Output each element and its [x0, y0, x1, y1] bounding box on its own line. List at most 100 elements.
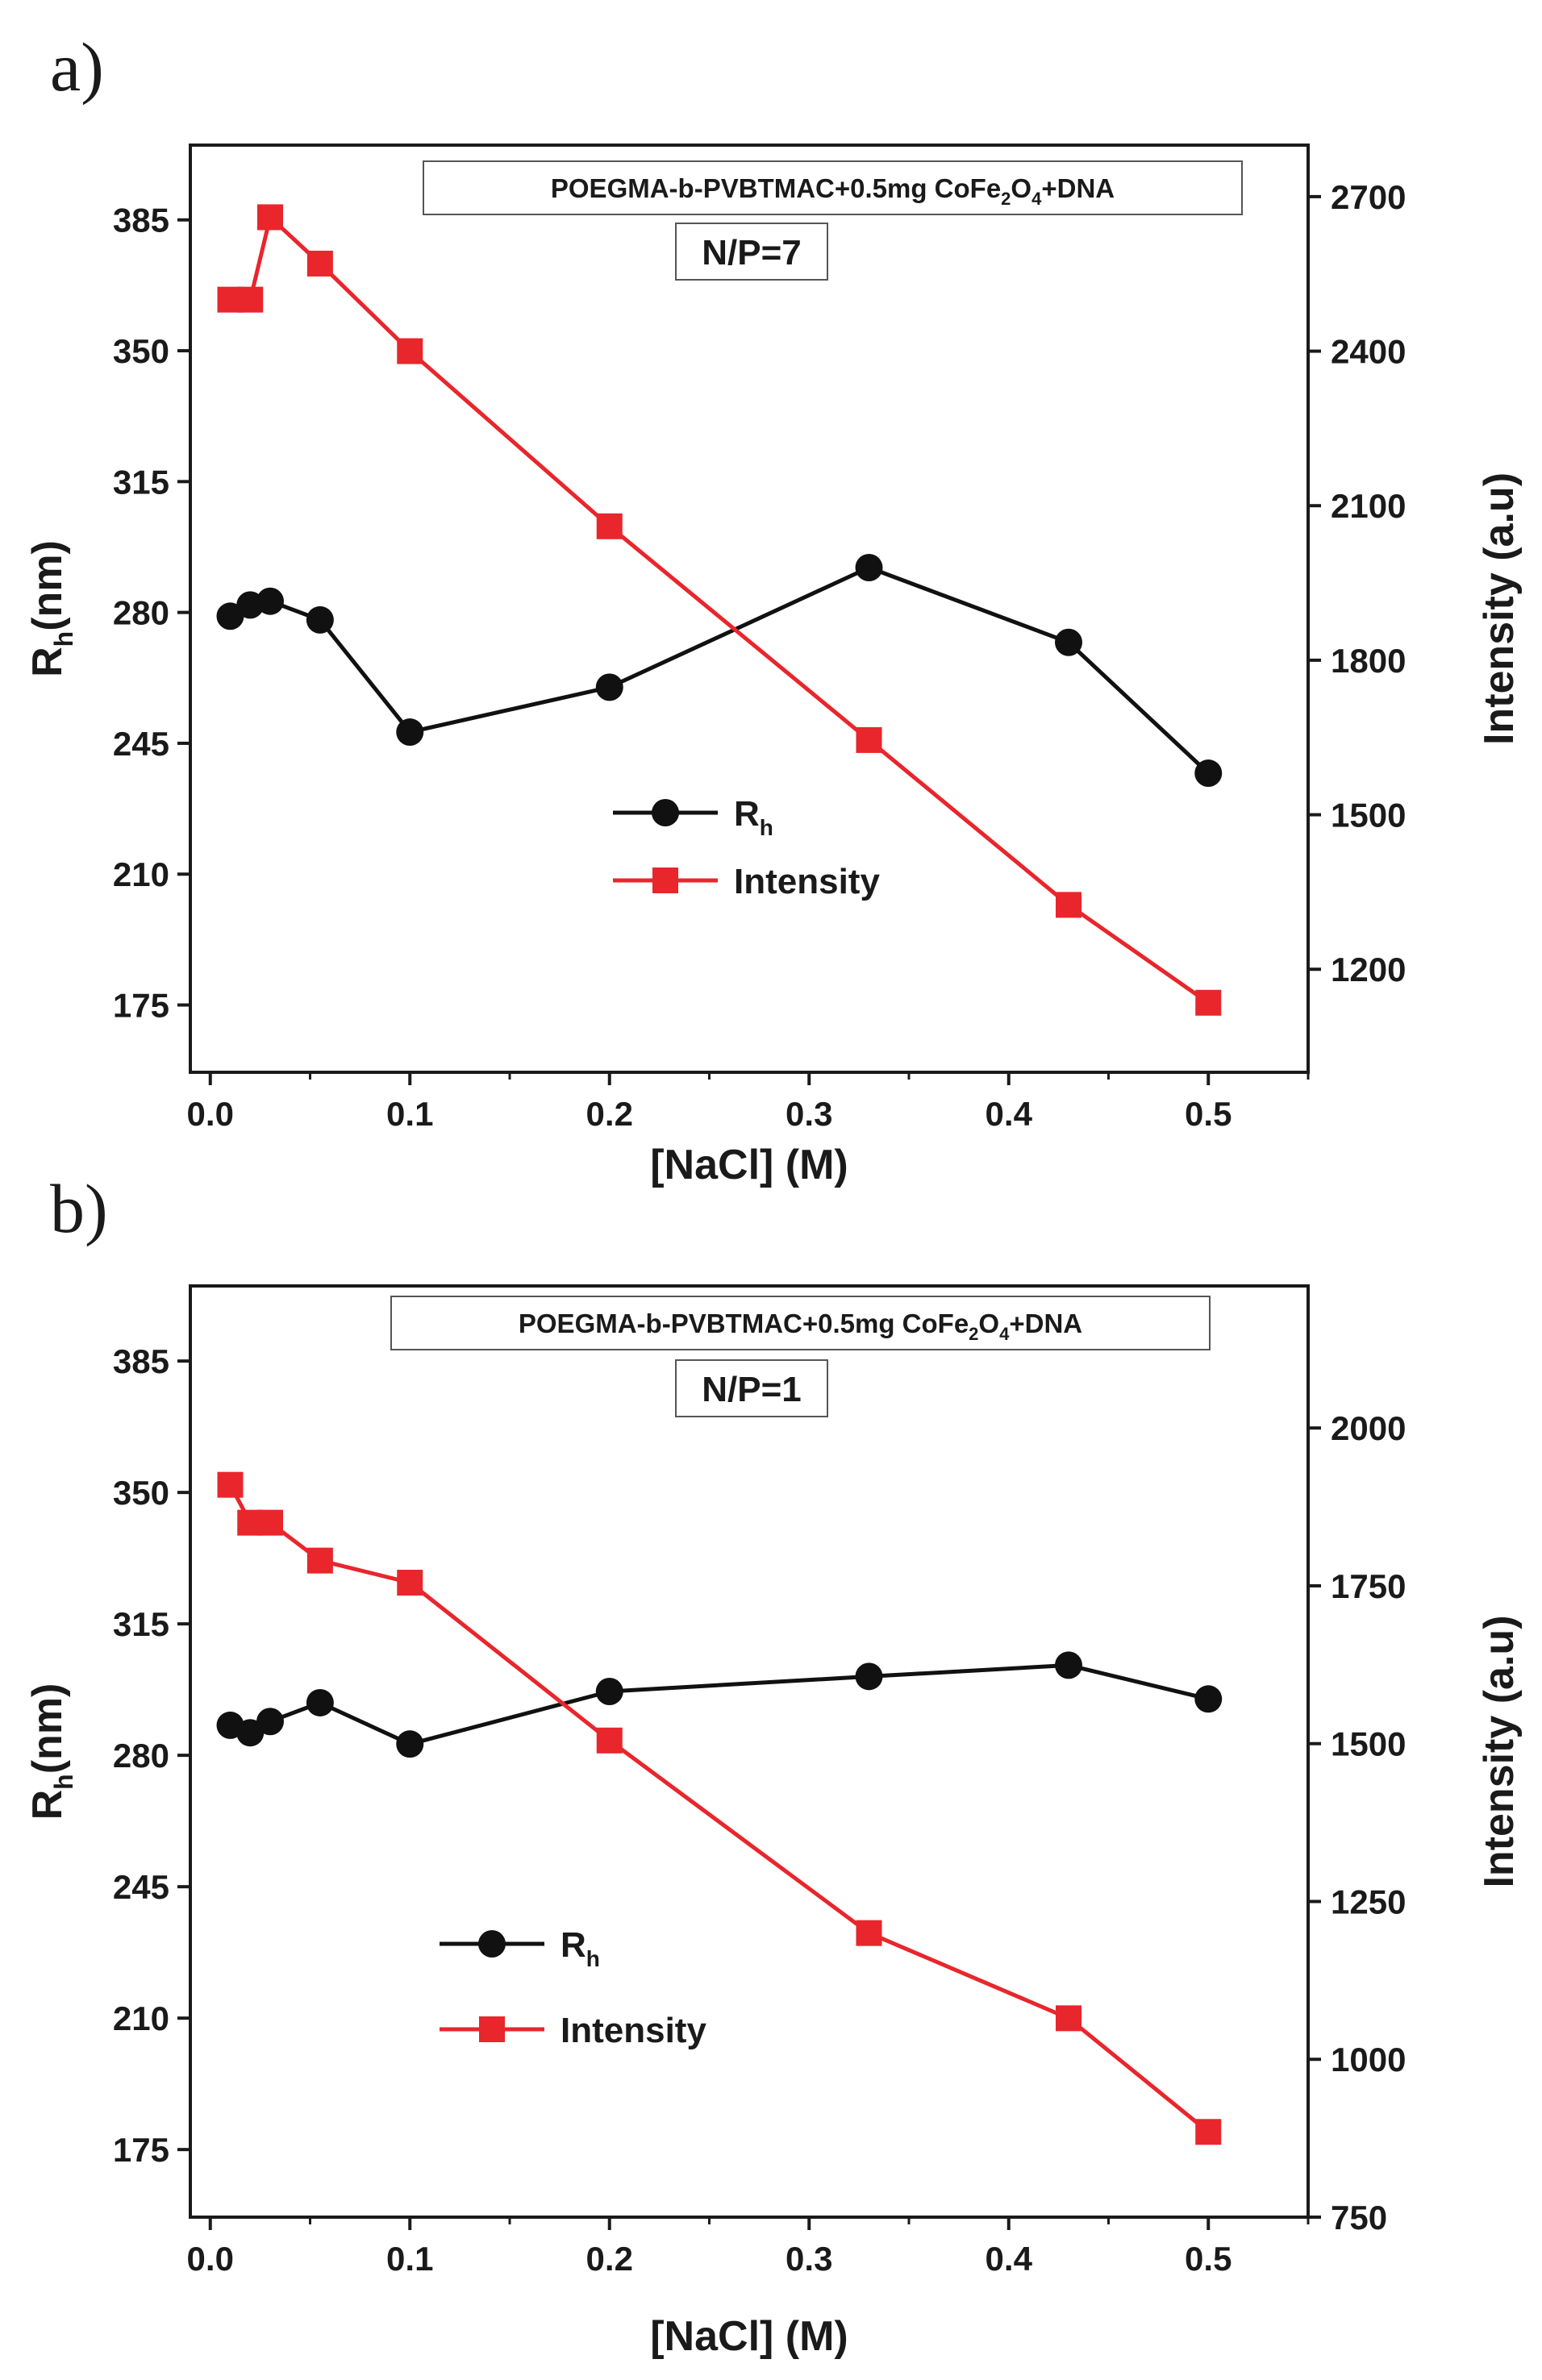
y-left-tick-label: 210 — [113, 855, 169, 893]
rh-point — [306, 605, 334, 634]
legend-rh-label: Rh — [561, 1925, 600, 1971]
x-tick-label: 0.1 — [386, 2240, 433, 2278]
y-left-tick-label: 280 — [113, 594, 169, 632]
y-left-tick-label: 315 — [113, 1605, 169, 1643]
x-tick-label: 0.3 — [786, 2240, 832, 2278]
title-box — [423, 160, 1243, 215]
np-label: N/P=1 — [702, 1370, 802, 1409]
x-tick-label: 0.5 — [1185, 1095, 1232, 1133]
x-axis-title: [NaCl] (M) — [650, 2313, 848, 2360]
y-left-tick-label: 385 — [113, 1342, 169, 1380]
x-tick-label: 0.2 — [586, 2240, 633, 2278]
legend-intensity-label: Intensity — [561, 2011, 706, 2050]
intensity-point — [856, 726, 882, 753]
y-left-tick-label: 210 — [113, 1999, 169, 2037]
panel-a: a) 0.0 0.1 0.2 0.3 0.4 0.5 175 210 245 280 315 350 38… — [24, 28, 1523, 1188]
y-left-tick-label: 175 — [113, 2131, 169, 2169]
legend-rh-marker — [478, 1930, 506, 1958]
intensity-point — [237, 286, 264, 313]
rh-point — [256, 587, 284, 615]
rh-point — [1194, 759, 1223, 788]
intensity-point — [306, 250, 333, 277]
x-tick-label: 0.4 — [986, 1095, 1033, 1133]
y-right-tick-label: 1500 — [1331, 1725, 1406, 1763]
intensity-point — [596, 513, 623, 539]
legend-intensity-marker — [652, 868, 678, 893]
intensity-point — [1056, 2005, 1081, 2032]
rh-point — [1055, 1651, 1082, 1679]
y-right-axis-title: Intensity (a.u) — [1476, 1615, 1523, 1887]
x-tick-label: 0.0 — [187, 2240, 234, 2278]
legend-intensity-marker — [479, 2016, 505, 2042]
rh-point — [595, 673, 623, 701]
x-tick-label: 0.2 — [586, 1095, 633, 1133]
np-box — [675, 1359, 828, 1417]
x-tick-label: 0.0 — [187, 1095, 234, 1133]
x-tick-label: 0.1 — [386, 1095, 433, 1133]
panel-b: b) 0.0 0.1 0.2 0.3 0.4 0.5 175 210 245 280 315 350 38… — [24, 1170, 1523, 2360]
intensity-point — [1195, 2119, 1222, 2145]
rh-point — [396, 1730, 424, 1758]
rh-point — [1194, 1685, 1223, 1713]
rh-point — [396, 718, 424, 747]
y-right-tick-label: 1200 — [1331, 951, 1406, 988]
rh-point — [1055, 628, 1082, 656]
y-left-tick-label: 385 — [113, 202, 169, 239]
y-left-tick-label: 350 — [113, 332, 169, 370]
y-left-tick-label: 280 — [113, 1737, 169, 1775]
rh-point — [236, 1719, 265, 1747]
y-right-axis-title: Intensity (a.u) — [1476, 472, 1523, 745]
intensity-point — [1056, 892, 1081, 918]
legend-rh-label: Rh — [734, 794, 773, 840]
rh-point — [855, 553, 883, 581]
panel-label: b) — [50, 1170, 108, 1247]
y-left-axis-title: Rh(nm) — [24, 540, 78, 677]
x-axis-title: [NaCl] (M) — [650, 1142, 848, 1188]
y-right-tick-label: 2100 — [1331, 487, 1406, 525]
intensity-point — [257, 1509, 283, 1536]
y-right-tick-label: 2700 — [1331, 178, 1406, 216]
legend-intensity-label: Intensity — [734, 862, 880, 901]
title-box-text: POEGMA-b-PVBTMAC+0.5mg CoFe2O4+DNA — [551, 173, 1115, 209]
np-box — [675, 223, 828, 281]
intensity-point — [257, 204, 283, 231]
plot-frame — [189, 1284, 1310, 2219]
intensity-point — [596, 1727, 623, 1754]
y-left-axis-title: Rh(nm) — [24, 1683, 78, 1820]
intensity-point — [306, 1547, 333, 1574]
intensity-point — [1195, 989, 1222, 1016]
title-box — [390, 1296, 1211, 1350]
y-right-tick-label: 1250 — [1331, 1883, 1406, 1920]
rh-point — [256, 1708, 284, 1736]
y-left-tick-label: 315 — [113, 463, 169, 501]
x-tick-label: 0.5 — [1185, 2240, 1232, 2278]
rh-point — [216, 602, 244, 630]
y-left-tick-label: 245 — [113, 725, 169, 763]
y-right-tick-label: 1500 — [1331, 797, 1406, 834]
intensity-point — [397, 338, 423, 364]
legend-rh-marker — [652, 799, 679, 826]
y-left-tick-label: 175 — [113, 987, 169, 1025]
plot-frame — [189, 144, 1310, 1074]
intensity-point — [217, 1471, 244, 1498]
rh-point — [855, 1662, 883, 1691]
y-right-tick-label: 2000 — [1331, 1409, 1406, 1447]
y-left-tick-label: 350 — [113, 1474, 169, 1512]
intensity-point — [856, 1920, 882, 1946]
y-right-tick-label: 1000 — [1331, 2041, 1406, 2078]
y-right-tick-label: 2400 — [1331, 333, 1406, 371]
rh-point — [306, 1688, 334, 1716]
title-box-text: POEGMA-b-PVBTMAC+0.5mg CoFe2O4+DNA — [519, 1309, 1082, 1344]
x-tick-label: 0.3 — [786, 1095, 832, 1133]
np-label: N/P=7 — [702, 233, 802, 273]
panel-label: a) — [50, 28, 104, 106]
intensity-point — [397, 1570, 423, 1596]
x-tick-label: 0.4 — [986, 2240, 1033, 2278]
rh-point — [595, 1677, 623, 1705]
y-left-tick-label: 245 — [113, 1868, 169, 1906]
y-right-tick-label: 1750 — [1331, 1567, 1406, 1605]
y-right-tick-label: 1800 — [1331, 642, 1406, 680]
y-right-tick-label: 750 — [1331, 2199, 1387, 2236]
